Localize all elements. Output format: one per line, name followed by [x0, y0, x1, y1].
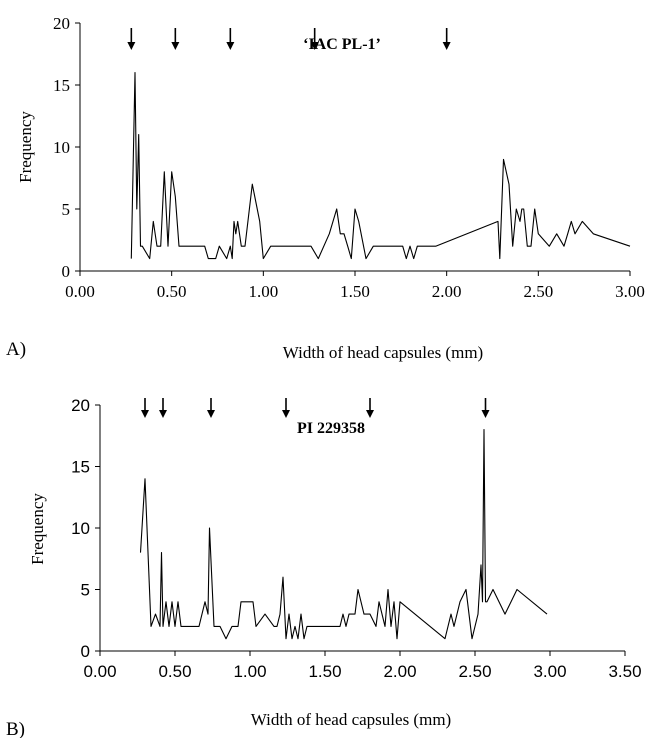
- y-tick-label: 0: [81, 642, 90, 661]
- x-tick-label: 2.00: [432, 282, 462, 301]
- chart-title: PI 229358: [297, 420, 365, 437]
- series-line: [130, 72, 631, 260]
- peak-arrow: [310, 28, 319, 50]
- x-tick-label: 1.50: [340, 282, 370, 301]
- peak-arrow: [282, 398, 290, 418]
- x-tick-label: 0.00: [65, 282, 95, 301]
- y-tick-label: 0: [62, 262, 71, 281]
- chart-title: ‘IAC PL-1’: [303, 36, 381, 53]
- series-line: [139, 429, 548, 640]
- y-tick-label: 20: [53, 14, 70, 33]
- peak-arrow: [481, 398, 490, 418]
- x-tick-label: 1.00: [248, 282, 278, 301]
- peak-arrow: [171, 28, 180, 50]
- peak-arrow: [127, 28, 136, 50]
- x-tick-label: 0.50: [158, 662, 191, 681]
- peak-arrow: [442, 28, 451, 50]
- panel-label: A): [6, 339, 26, 360]
- y-tick-label: 15: [71, 458, 90, 477]
- peak-arrow: [159, 398, 167, 418]
- peak-arrow: [207, 398, 215, 418]
- x-tick-label: 3.00: [533, 662, 566, 681]
- y-axis-label: Frequency: [28, 493, 47, 565]
- x-tick-label: 3.00: [615, 282, 645, 301]
- peak-arrow: [226, 28, 235, 50]
- x-tick-label: 3.50: [608, 662, 641, 681]
- x-tick-label: 1.50: [308, 662, 341, 681]
- peak-arrow: [141, 398, 149, 418]
- panel-b: PI 229358 Width of head capsules (mm) Fr…: [6, 396, 642, 738]
- y-tick-label: 10: [53, 138, 70, 157]
- x-tick-label: 0.50: [157, 282, 187, 301]
- y-tick-label: 5: [81, 581, 90, 600]
- x-tick-label: 2.50: [458, 662, 491, 681]
- y-tick-label: 10: [71, 519, 90, 538]
- x-tick-label: 1.00: [233, 662, 266, 681]
- x-tick-label: 0.00: [83, 662, 116, 681]
- x-tick-label: 2.50: [523, 282, 553, 301]
- peak-arrow: [366, 398, 374, 418]
- x-axis-label: Width of head capsules (mm): [283, 343, 483, 362]
- panel-label: B): [6, 719, 25, 738]
- y-axis-label: Frequency: [16, 111, 35, 183]
- x-tick-label: 2.00: [383, 662, 416, 681]
- x-axis-label: Width of head capsules (mm): [251, 710, 451, 729]
- panel-a: ‘IAC PL-1’ Width of head capsules (mm) F…: [6, 14, 645, 362]
- y-tick-label: 5: [62, 200, 71, 219]
- y-tick-label: 15: [53, 76, 70, 95]
- y-tick-label: 20: [71, 396, 90, 415]
